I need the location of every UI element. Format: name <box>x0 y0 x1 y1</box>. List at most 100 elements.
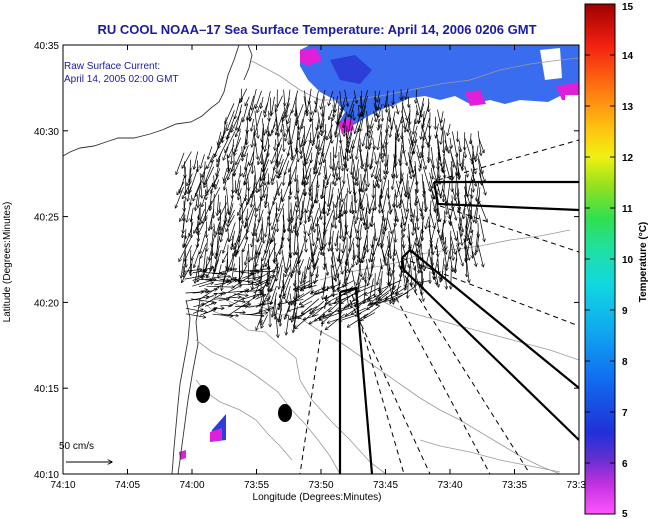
sst-patches <box>179 45 579 460</box>
current-vector <box>289 245 291 258</box>
current-vector <box>423 118 430 140</box>
annotation-line-1: Raw Surface Current: <box>64 61 160 72</box>
current-vector <box>241 195 242 207</box>
current-vector <box>443 179 444 202</box>
current-vector <box>229 196 234 215</box>
current-vector <box>207 265 214 279</box>
current-vector <box>476 182 480 201</box>
current-vector <box>343 117 346 128</box>
current-vector <box>462 158 465 171</box>
current-vector <box>283 105 288 133</box>
current-vector <box>303 235 306 252</box>
current-vector <box>305 231 307 242</box>
current-vector <box>350 201 351 213</box>
current-vector <box>274 144 283 171</box>
current-vector <box>395 249 401 268</box>
current-vector <box>261 314 268 329</box>
current-vector <box>372 236 374 248</box>
current-vector <box>316 201 327 226</box>
current-vector <box>327 124 333 140</box>
current-vector <box>450 137 452 148</box>
current-vector <box>416 144 420 158</box>
current-vector <box>193 309 203 314</box>
current-vector <box>360 105 367 131</box>
current-vector <box>443 153 450 180</box>
current-vector <box>384 167 389 179</box>
current-vector <box>312 257 320 276</box>
current-vector <box>253 216 257 235</box>
current-vector <box>356 278 362 292</box>
current-vector <box>218 202 227 221</box>
current-vector <box>254 165 258 193</box>
current-vector <box>443 145 446 171</box>
current-vector <box>323 272 327 300</box>
x-tick-label: 73:45 <box>373 480 398 491</box>
current-vector <box>292 90 299 113</box>
current-vector <box>416 89 417 104</box>
current-vector <box>198 283 214 288</box>
current-vector <box>257 102 262 113</box>
current-vector <box>297 214 304 235</box>
current-vector <box>329 222 333 245</box>
current-vector <box>353 222 357 239</box>
current-vector <box>351 307 367 314</box>
current-vector <box>228 209 235 223</box>
current-vector <box>335 182 345 207</box>
current-vector <box>198 215 208 235</box>
current-vector <box>211 146 220 163</box>
current-vector <box>217 139 229 162</box>
current-vector <box>380 161 381 182</box>
current-vector <box>324 139 332 162</box>
current-vector <box>344 89 348 107</box>
current-vector <box>212 276 231 278</box>
current-vector <box>306 146 313 164</box>
current-vector <box>211 250 213 272</box>
current-vector <box>331 166 334 177</box>
current-vector <box>372 166 376 178</box>
current-vector <box>245 158 255 185</box>
current-vector <box>318 203 321 219</box>
dashed-track <box>349 299 431 474</box>
current-vector <box>479 168 485 182</box>
colorbar-tick-label: 10 <box>622 255 634 266</box>
current-vector <box>464 165 468 177</box>
current-vector <box>278 308 283 321</box>
current-vector <box>456 236 459 251</box>
current-vector <box>395 125 398 136</box>
current-vector <box>309 201 313 219</box>
current-vector <box>400 151 403 166</box>
current-vector <box>471 230 474 245</box>
current-vector <box>235 137 242 152</box>
current-vector <box>329 301 341 313</box>
current-vector <box>275 95 283 112</box>
current-vector <box>431 167 433 179</box>
current-vector <box>308 245 318 269</box>
colorbar-tick-label: 8 <box>622 357 628 368</box>
current-vector <box>263 243 271 268</box>
sst-patch-magenta-1 <box>300 48 322 66</box>
current-vector <box>318 119 325 138</box>
current-vector <box>450 257 453 272</box>
current-vector <box>416 110 417 124</box>
current-vector <box>364 305 381 318</box>
current-vector <box>435 194 440 222</box>
current-vector <box>301 300 313 307</box>
current-vector <box>297 187 299 207</box>
current-vector <box>337 236 338 252</box>
current-vector <box>279 194 283 211</box>
current-vector <box>378 123 383 150</box>
x-tick-label: 74:10 <box>50 480 75 491</box>
current-vector <box>233 300 245 302</box>
current-vector <box>301 285 317 289</box>
current-vector <box>352 210 356 223</box>
current-vector <box>401 244 409 267</box>
current-vector <box>402 123 403 139</box>
current-vector <box>205 189 206 200</box>
current-vector <box>401 145 407 165</box>
current-vector <box>285 126 290 141</box>
current-vector <box>267 259 270 278</box>
current-vector <box>261 96 264 109</box>
current-vector <box>394 189 397 207</box>
current-vector <box>422 208 423 220</box>
current-vector <box>370 130 373 146</box>
